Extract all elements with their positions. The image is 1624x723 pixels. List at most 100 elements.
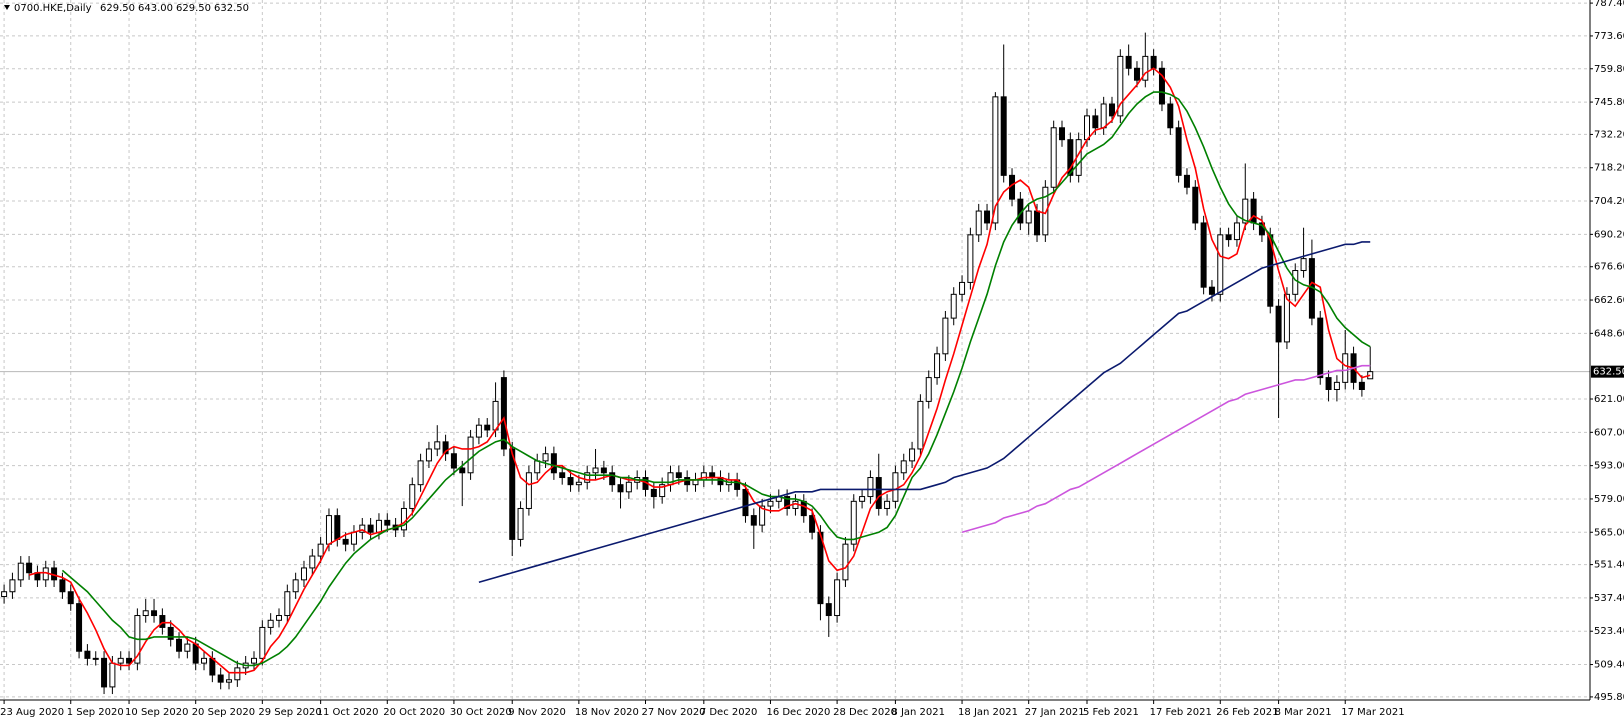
current-price-box	[1591, 365, 1624, 378]
candle-body	[151, 610, 158, 617]
candle-body	[834, 579, 841, 617]
x-tick-label: 17 Mar 2021	[1341, 707, 1404, 718]
y-tick-label: 565.00	[1594, 527, 1624, 538]
candle-body	[1125, 55, 1132, 69]
candle-body	[26, 562, 33, 574]
candle-body	[925, 377, 932, 402]
candle-body	[659, 484, 666, 498]
candle-body	[1275, 305, 1282, 343]
candle-body	[492, 400, 499, 431]
candle-body	[550, 453, 557, 474]
x-tick-label: 5 Feb 2021	[1083, 707, 1139, 718]
candle-body	[617, 484, 624, 493]
candle-body	[800, 500, 807, 517]
candle-body	[609, 472, 616, 486]
x-tick-label: 27 Nov 2020	[642, 707, 706, 718]
y-tick-label: 593.00	[1594, 461, 1624, 472]
menu-arrow[interactable]	[4, 5, 10, 10]
candle-body	[567, 477, 574, 486]
candle-body	[1242, 198, 1249, 224]
candle-body	[950, 293, 957, 319]
candle-body	[1034, 210, 1041, 236]
candle-body	[1084, 115, 1090, 141]
candle-body	[375, 519, 382, 533]
candle-body	[1175, 127, 1182, 176]
y-tick-label: 745.80	[1594, 97, 1624, 108]
candle-body	[517, 507, 524, 540]
moving-average-line	[28, 67, 1371, 674]
candle-body	[9, 579, 16, 593]
candle-body	[675, 472, 682, 479]
candle-body	[434, 441, 441, 450]
candle-body	[342, 538, 349, 545]
candle-body	[1250, 198, 1257, 224]
candle-body	[467, 436, 474, 474]
x-tick-label: 8 Jan 2021	[891, 707, 945, 718]
grid	[0, 0, 1590, 700]
candle-body	[592, 467, 599, 474]
candle-body	[759, 505, 766, 526]
current-price-label: 632.50	[1593, 367, 1624, 378]
candle-body	[17, 562, 24, 581]
candle-body	[267, 619, 274, 628]
candle-body	[600, 467, 607, 474]
candle-body	[850, 500, 857, 545]
candle-body	[1200, 222, 1207, 288]
candle-body	[117, 657, 124, 664]
candle-body	[584, 472, 591, 483]
candle-body	[1292, 270, 1299, 295]
header-value: 632.50	[214, 3, 249, 14]
x-tick-label: 17 Feb 2021	[1150, 707, 1212, 718]
candle-body	[67, 591, 74, 605]
candle-body	[1358, 381, 1365, 390]
candle-body	[1217, 234, 1224, 295]
candle-body	[500, 377, 507, 450]
candle-body	[975, 210, 982, 236]
moving-average-line	[961, 364, 1371, 534]
candle-body	[917, 400, 924, 450]
candle-body	[784, 496, 791, 509]
x-tick-label: 18 Nov 2020	[575, 707, 639, 718]
x-tick-label: 1 Sep 2020	[67, 707, 124, 718]
chart-title: 0700.HKE,Daily	[14, 3, 92, 14]
candle-body	[400, 507, 407, 531]
candle-body	[259, 626, 266, 659]
x-tick-label: 29 Sep 2020	[258, 707, 321, 718]
candle-body	[425, 448, 432, 462]
candle-body	[84, 650, 91, 659]
candle-body	[309, 555, 316, 569]
candle-body	[942, 317, 949, 355]
candle-body	[1092, 115, 1099, 129]
candle-body	[934, 353, 941, 379]
candle-body	[251, 657, 257, 664]
candle-body	[884, 500, 891, 509]
candle-body	[176, 638, 183, 652]
header-value: 629.50	[100, 3, 135, 14]
y-tick-label: 662.60	[1594, 295, 1624, 306]
plot	[1, 32, 1374, 695]
candle-body	[525, 472, 532, 509]
candle-body	[350, 531, 357, 545]
candle-body	[984, 210, 991, 224]
candle-body	[967, 234, 974, 283]
candle-body	[750, 515, 757, 526]
candle-body	[234, 667, 241, 681]
x-tick-label: 20 Sep 2020	[192, 707, 255, 718]
candle-body	[167, 626, 174, 640]
candle-body	[76, 603, 83, 652]
candle-body	[292, 579, 299, 593]
candle-body	[1100, 103, 1107, 129]
candle-body	[1158, 67, 1165, 105]
candle-body	[1300, 258, 1307, 272]
candle-body	[900, 460, 907, 474]
y-tick-label: 676.60	[1594, 262, 1624, 273]
candle-body	[542, 453, 549, 462]
candle-body	[367, 524, 374, 533]
candle-body	[1342, 353, 1349, 383]
candle-body	[1050, 127, 1057, 188]
candle-body	[742, 488, 749, 517]
candle-body	[1325, 377, 1332, 390]
price-axis-panel	[1590, 0, 1624, 723]
